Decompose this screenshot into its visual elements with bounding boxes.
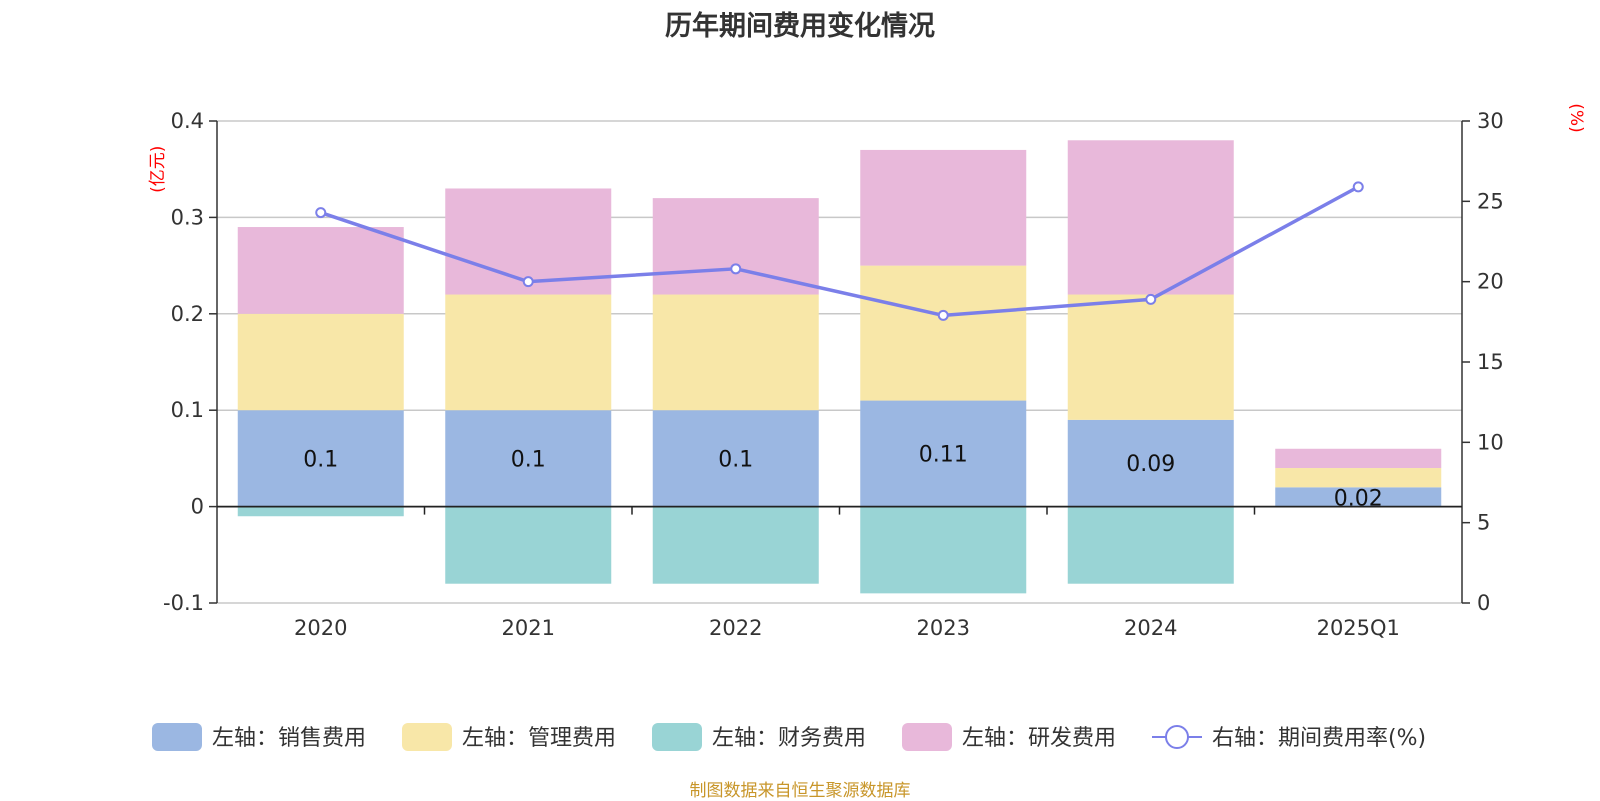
left-tick-label-4: 0.3 (171, 205, 204, 229)
bar-2024-s3 (1067, 140, 1234, 295)
bar-2021-s2 (445, 506, 612, 584)
category-label-2023: 2023 (917, 616, 970, 640)
bar-2023-s3 (860, 149, 1027, 266)
legend-swatch-1 (402, 723, 452, 751)
rate-point-2020 (315, 207, 327, 219)
right-tick-label-5: 25 (1477, 189, 1504, 213)
legend-label-1: 左轴：管理费用 (462, 726, 616, 751)
left-tick-label-2: 0.1 (171, 398, 204, 422)
bar-label-2020: 0.1 (303, 447, 338, 472)
rate-point-2024 (1145, 293, 1157, 305)
legend: 左轴：销售费用 左轴：管理费用 左轴：财务费用 左轴：研发费用 右轴：期间费用率(%) (152, 723, 1426, 751)
rate-point-2021 (522, 276, 534, 288)
bar-2025Q1-s0 (1275, 487, 1442, 507)
bar-2022-s3 (652, 198, 819, 295)
legend-swatch-3 (902, 723, 952, 751)
source-note: 制图数据来自恒生聚源数据库 (689, 781, 911, 801)
category-label-2020: 2020 (294, 616, 347, 640)
right-tick-label-4: 20 (1477, 270, 1504, 294)
right-tick-label-6: 30 (1477, 109, 1504, 133)
bar-2022-s0 (652, 410, 819, 507)
bar-label-2024: 0.09 (1126, 452, 1175, 477)
bar-2020-s1 (237, 313, 404, 411)
rate-polyline (320, 185, 1360, 318)
bar-2025Q1-s3 (1275, 448, 1442, 469)
legend-swatch-0 (152, 723, 202, 751)
rate-point-2025Q1 (1352, 181, 1364, 193)
left-axis-unit: (亿元) (148, 146, 168, 193)
rate-line (315, 181, 1364, 321)
bars (237, 140, 1442, 594)
bar-2021-s0 (445, 410, 612, 507)
bar-2022-s2 (652, 506, 819, 584)
legend-label-0: 左轴：销售费用 (212, 726, 366, 751)
right-tick-label-2: 10 (1477, 430, 1504, 454)
chart-title: 历年期间费用变化情况 (665, 11, 935, 42)
bar-2020-s0 (237, 410, 404, 507)
right-tick-label-1: 5 (1477, 511, 1490, 535)
category-label-2024: 2024 (1124, 616, 1177, 640)
bar-2020-s3 (237, 227, 404, 314)
bar-2023-s2 (860, 506, 1027, 594)
category-label-2021: 2021 (502, 616, 555, 640)
bar-label-2022: 0.1 (718, 447, 753, 472)
category-label-2025Q1: 2025Q1 (1317, 616, 1400, 640)
bar-2020-s2 (237, 506, 404, 517)
legend-label-2: 左轴：财务费用 (712, 726, 866, 751)
left-tick-label-1: 0 (191, 495, 204, 519)
left-tick-label-0: -0.1 (163, 591, 204, 615)
bar-2024-s1 (1067, 294, 1234, 420)
bar-label-2021: 0.1 (511, 447, 546, 472)
bar-2025Q1-s1 (1275, 468, 1442, 488)
right-axis-unit: (%) (1566, 103, 1586, 132)
legend-swatch-2 (652, 723, 702, 751)
bar-2023-s0 (860, 400, 1027, 507)
rate-point-2023 (937, 309, 949, 321)
left-tick-label-5: 0.4 (171, 109, 204, 133)
legend-label-3: 左轴：研发费用 (962, 726, 1116, 751)
legend-swatch-marker (1165, 725, 1189, 749)
category-label-2022: 2022 (709, 616, 762, 640)
right-tick-label-0: 0 (1477, 591, 1490, 615)
left-tick-label-3: 0.2 (171, 302, 204, 326)
bar-2021-s1 (445, 294, 612, 411)
right-tick-label-3: 15 (1477, 350, 1504, 374)
bar-label-2025Q1: 0.02 (1334, 487, 1383, 512)
bar-2023-s1 (860, 265, 1027, 401)
legend-label-4: 右轴：期间费用率(%) (1212, 726, 1426, 751)
bar-labels: 0.1 0.1 0.1 0.11 0.09 0.02 (303, 443, 1382, 512)
axes: -0.1 0 0.1 0.2 0.3 0.4(亿元) 0 5 10 15 20 25 30 (%) 2020… (148, 103, 1586, 640)
bar-2024-s0 (1067, 419, 1234, 507)
rate-point-2022 (730, 263, 742, 275)
bar-2024-s2 (1067, 506, 1234, 584)
bar-label-2023: 0.11 (919, 443, 968, 468)
bar-2022-s1 (652, 294, 819, 411)
